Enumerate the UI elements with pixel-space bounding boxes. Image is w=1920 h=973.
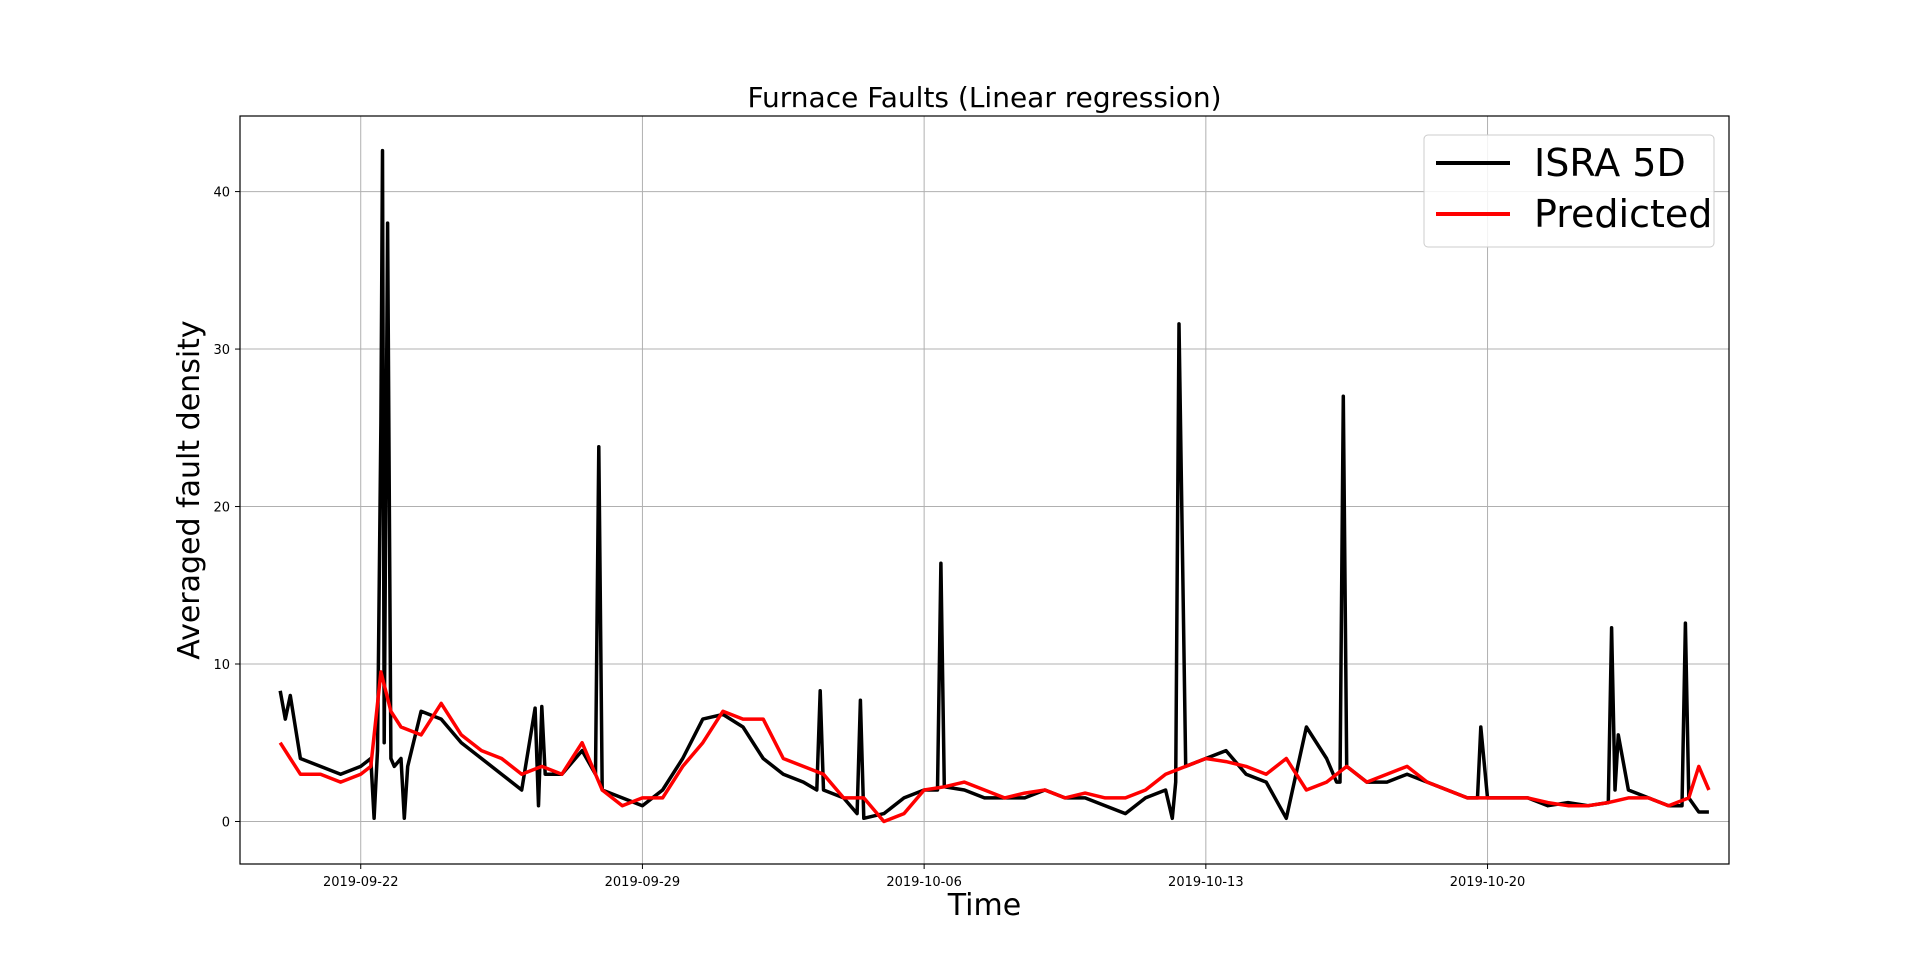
x-axis-label: Time	[947, 888, 1021, 923]
x-tick-label: 2019-10-20	[1450, 875, 1526, 890]
legend-label-isra-5d: ISRA 5D	[1534, 141, 1686, 185]
chart-title: Furnace Faults (Linear regression)	[747, 81, 1221, 114]
y-axis-label: Averaged fault density	[172, 320, 207, 659]
x-tick-label: 2019-10-13	[1168, 875, 1244, 890]
tick-layer: 2019-09-22 2019-09-29 2019-10-06 2019-10-13…	[213, 186, 1525, 890]
series-layer	[278, 148, 1711, 824]
y-tick-label: 20	[213, 501, 230, 516]
y-tick-label: 40	[213, 186, 230, 201]
y-tick-label: 10	[213, 658, 230, 673]
x-tick-label: 2019-09-22	[323, 875, 399, 890]
series-line-isra-5d	[278, 148, 1709, 821]
series-line-predicted	[278, 670, 1711, 824]
plot-frame	[239, 115, 1730, 865]
x-tick-label: 2019-10-06	[886, 875, 962, 890]
y-tick-label: 30	[213, 343, 230, 358]
legend: ISRA 5D Predicted	[1423, 134, 1715, 248]
x-tick-label: 2019-09-29	[605, 875, 681, 890]
legend-label-predicted: Predicted	[1534, 192, 1712, 236]
y-tick-label: 0	[222, 815, 230, 830]
